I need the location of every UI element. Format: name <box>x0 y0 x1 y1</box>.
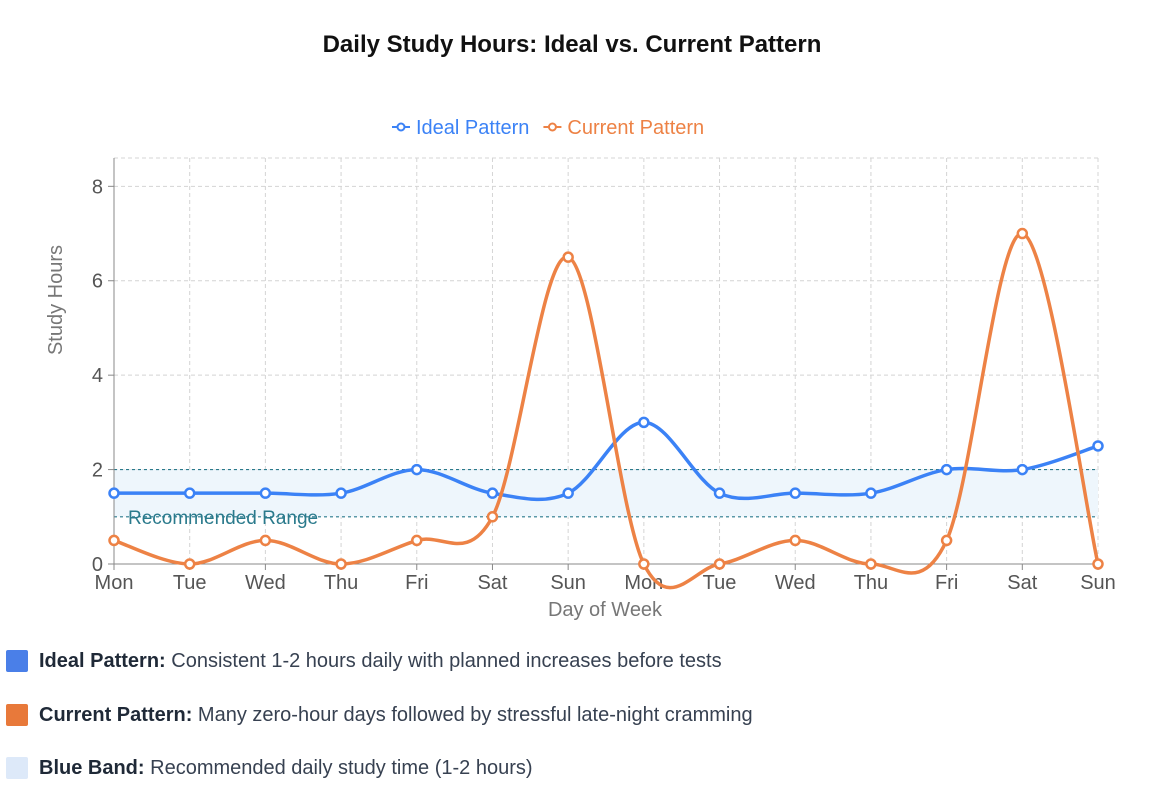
data-point-ideal-pattern[interactable] <box>562 487 574 499</box>
note-label: Current Pattern: <box>39 703 193 726</box>
data-point-current-pattern[interactable] <box>335 558 347 570</box>
data-point-ideal-pattern[interactable] <box>335 487 347 499</box>
band-label: Recommended Range <box>128 508 318 529</box>
note-text: Ideal Pattern: Consistent 1-2 hours dail… <box>39 650 722 672</box>
y-tick-label: 0 <box>92 554 103 576</box>
legend-item-ideal-pattern[interactable]: Ideal Pattern <box>392 117 529 139</box>
series-line-current-pattern <box>113 231 1100 590</box>
study-hours-chart: Daily Study Hours: Ideal vs. Current Pat… <box>45 31 1116 621</box>
note-ideal-pattern: Ideal Pattern: Consistent 1-2 hours dail… <box>6 650 1166 704</box>
legend-label: Ideal Pattern <box>416 117 529 139</box>
note-text: Blue Band: Recommended daily study time … <box>39 757 533 779</box>
note-description: Consistent 1-2 hours daily with planned … <box>171 650 722 672</box>
data-point-ideal-pattern[interactable] <box>1092 440 1104 452</box>
x-tick-label: Sun <box>1080 572 1116 594</box>
series-current-pattern <box>108 227 1104 590</box>
x-tick-label: Tue <box>703 572 737 594</box>
y-tick-label: 8 <box>92 176 103 198</box>
x-axis-label: Day of Week <box>548 599 663 621</box>
x-tick-label: Sun <box>550 572 586 594</box>
legend-marker-icon <box>547 122 557 132</box>
data-point-ideal-pattern[interactable] <box>486 487 499 499</box>
chart-series <box>108 227 1104 590</box>
note-label: Ideal Pattern: <box>39 650 166 672</box>
note-label: Blue Band: <box>39 757 145 779</box>
data-point-current-pattern[interactable] <box>865 558 877 570</box>
data-point-current-pattern[interactable] <box>183 558 196 570</box>
data-point-current-pattern[interactable] <box>259 534 272 547</box>
data-point-current-pattern[interactable] <box>108 534 120 547</box>
data-point-current-pattern[interactable] <box>1016 227 1029 240</box>
data-point-ideal-pattern[interactable] <box>1016 463 1029 476</box>
data-point-ideal-pattern[interactable] <box>713 487 726 499</box>
y-tick-label: 4 <box>92 365 103 387</box>
chart-title: Daily Study Hours: Ideal vs. Current Pat… <box>323 31 822 58</box>
chart-svg: Daily Study Hours: Ideal vs. Current Pat… <box>45 31 1116 621</box>
data-point-ideal-pattern[interactable] <box>940 463 953 476</box>
data-point-ideal-pattern[interactable] <box>865 487 877 499</box>
x-tick-label: Sat <box>1007 572 1037 594</box>
note-description: Many zero-hour days followed by stressfu… <box>197 703 753 726</box>
data-point-ideal-pattern[interactable] <box>638 416 650 429</box>
legend-label: Current Pattern <box>567 117 704 139</box>
data-point-ideal-pattern[interactable] <box>411 463 423 476</box>
data-point-ideal-pattern[interactable] <box>259 487 272 499</box>
ideal-pattern-swatch <box>6 650 28 672</box>
note-blue-band: Blue Band: Recommended daily study time … <box>6 757 1166 811</box>
data-point-current-pattern[interactable] <box>486 511 499 523</box>
x-tick-label: Mon <box>95 572 134 594</box>
y-tick-label: 2 <box>92 460 103 482</box>
x-tick-label: Wed <box>775 572 816 594</box>
data-point-current-pattern[interactable] <box>940 534 953 547</box>
data-point-current-pattern[interactable] <box>713 558 726 570</box>
note-current-pattern: Current Pattern: Many zero-hour days fol… <box>6 703 1166 758</box>
data-point-ideal-pattern[interactable] <box>108 487 120 499</box>
blue-band-swatch <box>6 757 28 779</box>
data-point-ideal-pattern[interactable] <box>789 487 801 499</box>
data-point-current-pattern[interactable] <box>411 534 423 547</box>
x-tick-label: Thu <box>854 572 888 594</box>
note-text: Current Pattern: Many zero-hour days fol… <box>39 704 753 726</box>
chart-legend: Ideal Pattern Current Pattern <box>392 117 704 139</box>
legend-marker-icon <box>396 122 406 132</box>
data-point-ideal-pattern[interactable] <box>183 487 196 499</box>
data-point-current-pattern[interactable] <box>789 534 801 547</box>
x-tick-label: Tue <box>173 572 207 594</box>
x-tick-label: Sat <box>477 572 507 594</box>
x-tick-label: Thu <box>324 572 358 594</box>
data-point-current-pattern[interactable] <box>1092 558 1104 570</box>
y-axis-label: Study Hours <box>45 245 67 355</box>
data-point-current-pattern[interactable] <box>638 558 650 570</box>
series-ideal-pattern <box>108 416 1104 502</box>
y-tick-label: 6 <box>92 271 103 293</box>
note-description: Recommended daily study time (1-2 hours) <box>150 757 533 779</box>
pattern-notes: Ideal Pattern: Consistent 1-2 hours dail… <box>6 650 1166 811</box>
data-point-current-pattern[interactable] <box>562 251 574 263</box>
current-pattern-swatch <box>6 703 28 726</box>
series-line-ideal-pattern <box>113 420 1099 502</box>
x-tick-label: Wed <box>245 572 286 594</box>
recommended-band: Recommended Range <box>114 468 1098 529</box>
x-tick-label: Fri <box>935 572 958 594</box>
x-tick-label: Fri <box>405 572 428 594</box>
legend-item-current-pattern[interactable]: Current Pattern <box>543 117 704 139</box>
